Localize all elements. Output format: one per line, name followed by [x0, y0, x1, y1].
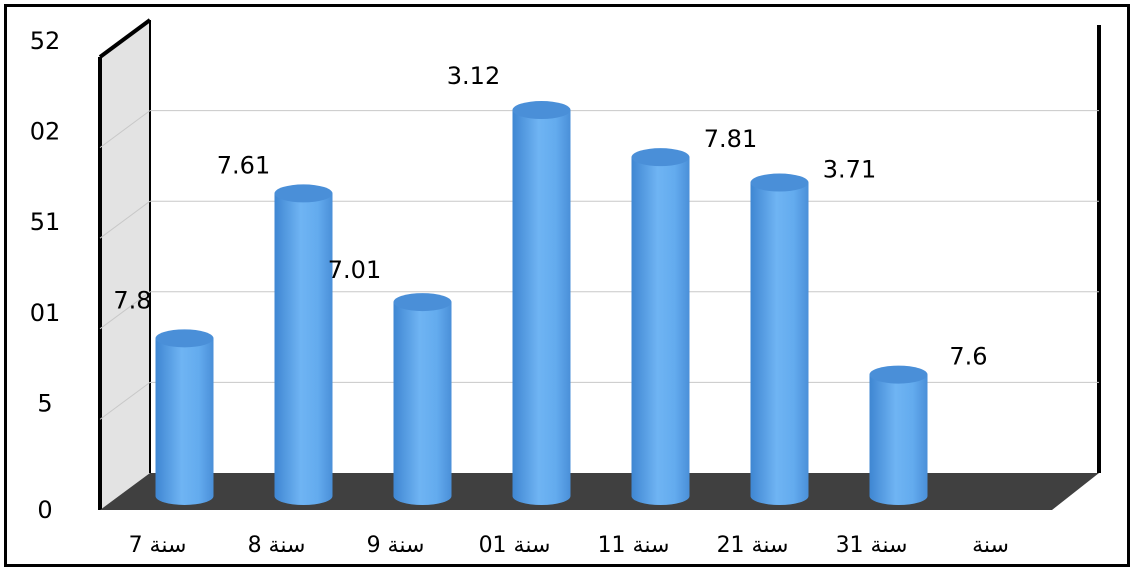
- x-category-label-7: سنة: [972, 533, 1009, 558]
- gridline-side: [99, 200, 151, 239]
- y-tick-label-3: 51: [30, 208, 61, 236]
- floor-plane: [100, 473, 1099, 510]
- bar-top: [869, 365, 928, 384]
- bar-body: [155, 338, 214, 505]
- bar-top: [155, 329, 214, 348]
- bar-0: [155, 329, 214, 505]
- bar-body: [512, 110, 571, 505]
- side-wall: [100, 20, 150, 510]
- bar-body: [274, 193, 333, 505]
- y-axis-ticks: 0 5 01 51 02 52: [30, 27, 61, 524]
- bar-2: [393, 293, 452, 505]
- y-tick-label-5: 52: [30, 27, 61, 55]
- gridline-side: [99, 291, 151, 330]
- data-label-2: 7.01: [328, 256, 381, 284]
- bar-3: [512, 101, 571, 505]
- chart-frame: 7.8 7.61 7.01 3.12 7.81 3.71 7.6 0 5 01 51 02 52 سن…: [4, 4, 1130, 567]
- data-label-0: 7.8: [113, 286, 151, 314]
- bar-1: [274, 184, 333, 505]
- x-category-label-4: سنة 11: [598, 533, 670, 558]
- y-tick-label-0: 0: [37, 496, 52, 524]
- bar-body: [750, 182, 809, 506]
- data-label-5: 3.71: [823, 156, 876, 184]
- data-label-6: 7.6: [949, 343, 987, 371]
- side-wall-top-edge: [98, 18, 152, 59]
- x-category-label-0: سنة 7: [129, 533, 187, 558]
- bar-top: [512, 101, 571, 120]
- chart-walls: [98, 18, 1101, 510]
- x-axis-categories: سنة 7 سنة 8 سنة 9 سنة 01 سنة 11 سنة 21 سنة 31 س…: [129, 533, 1009, 558]
- y-tick-label-1: 5: [37, 389, 52, 417]
- data-label-1: 7.61: [217, 151, 270, 179]
- data-label-3: 3.12: [447, 62, 500, 90]
- chart-floor: [100, 473, 1099, 510]
- bars: [155, 101, 928, 506]
- x-category-label-3: سنة 01: [479, 533, 551, 558]
- bar-body: [869, 374, 928, 505]
- bar-5: [750, 173, 809, 506]
- gridline-side: [99, 110, 151, 149]
- x-category-label-1: سنة 8: [248, 533, 306, 558]
- x-category-label-6: سنة 31: [836, 533, 908, 558]
- data-label-4: 7.81: [704, 125, 757, 153]
- bar-top: [274, 184, 333, 203]
- y-tick-label-4: 02: [30, 118, 61, 146]
- bar-6: [869, 365, 928, 505]
- bar-top: [631, 148, 690, 167]
- bar-top: [750, 173, 809, 192]
- bar-body: [631, 157, 690, 505]
- bar-chart: 7.8 7.61 7.01 3.12 7.81 3.71 7.6 0 5 01 51 02 52 سن…: [30, 18, 1101, 558]
- bar-4: [631, 148, 690, 505]
- x-category-label-2: سنة 9: [367, 533, 425, 558]
- bar-body: [393, 302, 452, 505]
- y-tick-label-2: 01: [30, 299, 61, 327]
- x-category-label-5: سنة 21: [717, 533, 789, 558]
- gridline-side: [99, 381, 151, 420]
- bar-top: [393, 293, 452, 312]
- data-labels: 7.8 7.61 7.01 3.12 7.81 3.71 7.6: [113, 62, 987, 371]
